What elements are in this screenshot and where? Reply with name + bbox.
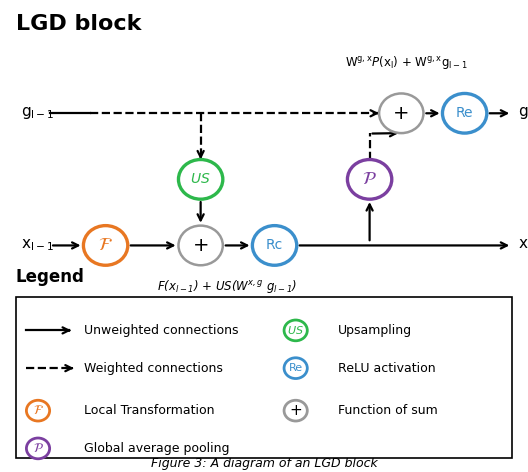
Text: Weighted connections: Weighted connections <box>84 362 223 375</box>
Circle shape <box>178 226 223 265</box>
Text: Function of sum: Function of sum <box>338 404 438 417</box>
Circle shape <box>178 160 223 199</box>
Text: x$_{\mathregular{l-1}}$: x$_{\mathregular{l-1}}$ <box>21 237 54 253</box>
Text: W$^{\mathregular{g,x}}$$P$(x$_{\mathregular{l}}$) + W$^{\mathregular{g,x}}$g$_{\: W$^{\mathregular{g,x}}$$P$(x$_{\mathregu… <box>345 54 468 71</box>
Text: Re: Re <box>289 363 303 373</box>
Text: ReLU activation: ReLU activation <box>338 362 436 375</box>
Bar <box>16 297 512 458</box>
Text: g$_{\mathregular{l}}$: g$_{\mathregular{l}}$ <box>518 105 528 121</box>
Circle shape <box>284 400 307 421</box>
Circle shape <box>26 400 50 421</box>
Text: $\mathcal{F}$: $\mathcal{F}$ <box>98 236 113 254</box>
Circle shape <box>347 160 392 199</box>
Text: $\mathit{US}$: $\mathit{US}$ <box>287 324 304 337</box>
Text: Re: Re <box>456 106 474 120</box>
Circle shape <box>252 226 297 265</box>
Text: +: + <box>192 236 209 255</box>
Text: Global average pooling: Global average pooling <box>84 442 230 455</box>
Circle shape <box>284 320 307 341</box>
Text: g$_{\mathregular{l-1}}$: g$_{\mathregular{l-1}}$ <box>21 105 55 121</box>
Text: Local Transformation: Local Transformation <box>84 404 215 417</box>
Text: x$_{\mathregular{l}}$: x$_{\mathregular{l}}$ <box>518 237 528 253</box>
Text: Figure 3: A diagram of an LGD block: Figure 3: A diagram of an LGD block <box>150 456 378 470</box>
Circle shape <box>26 438 50 459</box>
Text: $F$(x$_{\mathregular{l-1}}$) + $US$(W$^{\mathregular{x,g}}$ g$_{\mathregular{l-1: $F$(x$_{\mathregular{l-1}}$) + $US$(W$^{… <box>157 278 297 295</box>
Circle shape <box>442 93 487 133</box>
Circle shape <box>379 93 423 133</box>
Text: Unweighted connections: Unweighted connections <box>84 324 239 337</box>
Text: Legend: Legend <box>16 268 84 286</box>
Text: $\mathit{US}$: $\mathit{US}$ <box>191 172 211 186</box>
Text: +: + <box>289 403 302 418</box>
Text: $\mathcal{F}$: $\mathcal{F}$ <box>33 404 43 417</box>
Text: $\mathcal{P}$: $\mathcal{P}$ <box>362 170 377 188</box>
Text: Upsampling: Upsampling <box>338 324 412 337</box>
Text: $\mathcal{P}$: $\mathcal{P}$ <box>33 442 43 455</box>
Text: +: + <box>393 104 410 123</box>
Text: Rc: Rc <box>266 238 283 253</box>
Text: LGD block: LGD block <box>16 14 141 34</box>
Circle shape <box>284 358 307 379</box>
Circle shape <box>83 226 128 265</box>
